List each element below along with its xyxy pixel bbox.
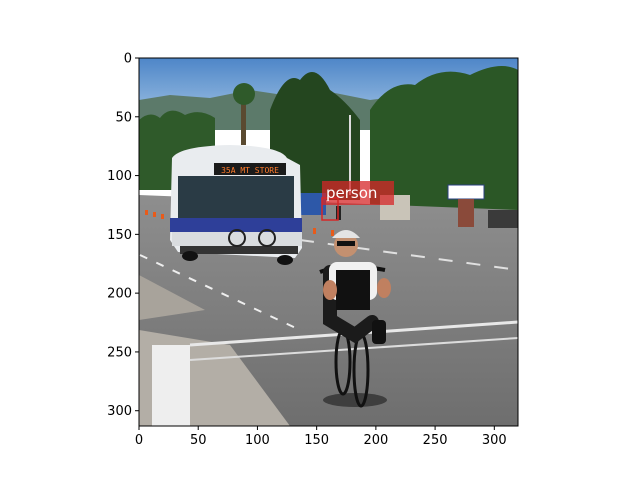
- roadside-sign-post: [458, 199, 474, 227]
- x-tick-label: 100: [245, 433, 270, 448]
- x-tick-label: 150: [304, 433, 329, 448]
- detection-label-background: [322, 181, 394, 205]
- bus: 35A MT STORE: [170, 145, 302, 265]
- x-tick-label: 250: [423, 433, 448, 448]
- y-tick-label: 200: [107, 287, 132, 302]
- flag-pole: [349, 115, 351, 195]
- x-axis: 0 50 100 150 200 250 300: [135, 426, 507, 448]
- y-tick-label: 0: [124, 52, 132, 67]
- y-tick-label: 100: [107, 169, 132, 184]
- detection-label: person: [326, 184, 377, 202]
- detection-person: person: [321, 181, 394, 221]
- palm-crown: [233, 83, 255, 105]
- y-axis: 0 50 100 150 200 250 300: [107, 52, 139, 419]
- bus-destination-sign: 35A MT STORE: [221, 166, 279, 175]
- axes-frame: [138, 57, 519, 427]
- x-tick-label: 0: [135, 433, 143, 448]
- tree-line-right: [370, 66, 518, 210]
- x-tick-label: 200: [363, 433, 388, 448]
- y-tick-label: 250: [107, 345, 132, 360]
- y-tick-label: 50: [115, 110, 132, 125]
- photo: 35A MT STORE: [139, 58, 518, 426]
- traffic-cones: [145, 210, 334, 236]
- x-tick-label: 300: [482, 433, 507, 448]
- x-tick-label: 50: [190, 433, 207, 448]
- palm-trunk: [241, 95, 246, 145]
- parked-car: [488, 210, 518, 228]
- blue-truck: [298, 193, 326, 215]
- y-tick-label: 150: [107, 228, 132, 243]
- crosswalk-stripe: [152, 345, 190, 426]
- cyclist: [319, 230, 391, 408]
- y-tick-label: 300: [107, 404, 132, 419]
- roadside-sign: [447, 184, 485, 200]
- dashed-lane: [139, 254, 301, 331]
- curb-left: [139, 275, 205, 320]
